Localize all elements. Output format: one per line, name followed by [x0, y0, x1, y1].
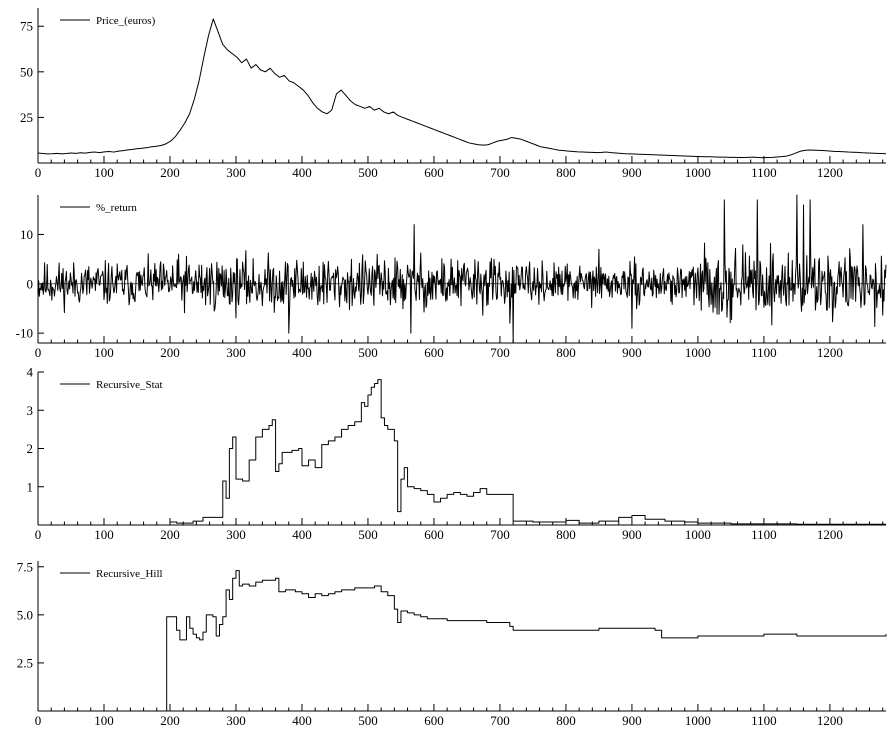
chart-panel-2: 0 100 200 300 400 500 600 700 800 900 1000 1100 1200… [16, 194, 887, 360]
series-line [38, 570, 887, 712]
x-tick-label: 1200 [817, 713, 843, 728]
x-tick-label: 800 [556, 345, 576, 360]
x-tick-label: 600 [424, 527, 444, 542]
x-tick-label: 700 [490, 527, 510, 542]
x-tick-label: 700 [490, 165, 510, 180]
x-tick-label: 400 [292, 713, 312, 728]
chart-panel-1: 0 100 200 300 400 500 600 700 800 900 1000 1100 1200… [20, 8, 887, 180]
x-tick-label: 900 [622, 713, 642, 728]
x-tick-label: 100 [94, 713, 114, 728]
x-tick-label: 900 [622, 165, 642, 180]
y-tick-label: 2 [27, 441, 34, 456]
chart-panel-3: 0 100 200 300 400 500 600 700 800 900 1000 1100 1200… [27, 365, 886, 542]
legend-label: %_return [96, 202, 137, 214]
x-tick-label: 0 [35, 713, 42, 728]
series-line [38, 379, 886, 526]
x-tick-label: 200 [160, 713, 180, 728]
y-tick-label: 25 [20, 110, 33, 125]
series-line [37, 18, 887, 159]
y-tick-label: 10 [20, 227, 33, 242]
y-tick-label: 2.5 [17, 655, 33, 670]
y-tick-label: 1 [27, 479, 34, 494]
x-tick-label: 0 [35, 165, 42, 180]
y-tick-label: 4 [27, 365, 34, 380]
x-tick-label: 200 [160, 345, 180, 360]
y-tick-label: 50 [20, 64, 33, 79]
x-tick-label: 500 [358, 345, 378, 360]
y-tick-label: 7.5 [17, 559, 33, 574]
x-tick-label: 1000 [685, 713, 711, 728]
x-tick-label: 100 [94, 527, 114, 542]
x-tick-label: 1100 [751, 713, 777, 728]
x-tick-label: 200 [160, 165, 180, 180]
x-tick-label: 600 [424, 345, 444, 360]
y-tick-label: 3 [27, 403, 34, 418]
x-tick-label: 600 [424, 165, 444, 180]
y-tick-label: 75 [20, 19, 33, 34]
x-tick-label: 700 [490, 345, 510, 360]
x-tick-label: 1000 [685, 527, 711, 542]
x-tick-label: 700 [490, 713, 510, 728]
x-tick-label: 400 [292, 165, 312, 180]
x-tick-label: 300 [226, 527, 246, 542]
series-line [37, 194, 887, 344]
x-tick-label: 1000 [685, 165, 711, 180]
x-tick-label: 100 [94, 345, 114, 360]
x-tick-label: 1000 [685, 345, 711, 360]
x-tick-label: 800 [556, 165, 576, 180]
y-tick-label: 5.0 [17, 607, 33, 622]
x-tick-label: 0 [35, 345, 42, 360]
legend-label: Recursive_Stat [96, 379, 163, 391]
x-tick-label: 200 [160, 527, 180, 542]
chart-panel-4: 0 100 200 300 400 500 600 700 800 900 1000 1100 1200… [17, 559, 887, 728]
x-tick-label: 1200 [817, 345, 843, 360]
x-tick-label: 500 [358, 713, 378, 728]
x-tick-label: 100 [94, 165, 114, 180]
x-tick-label: 1100 [751, 165, 777, 180]
x-tick-label: 400 [292, 527, 312, 542]
x-tick-label: 0 [35, 527, 42, 542]
x-tick-label: 600 [424, 713, 444, 728]
x-tick-label: 1100 [751, 345, 777, 360]
x-tick-label: 1200 [817, 527, 843, 542]
x-tick-label: 900 [622, 527, 642, 542]
y-tick-label: -10 [16, 326, 33, 341]
x-tick-label: 800 [556, 713, 576, 728]
x-tick-label: 500 [358, 165, 378, 180]
x-tick-label: 400 [292, 345, 312, 360]
x-tick-label: 900 [622, 345, 642, 360]
x-tick-label: 300 [226, 165, 246, 180]
x-tick-label: 300 [226, 713, 246, 728]
legend-label: Recursive_Hill [96, 568, 163, 580]
x-tick-label: 300 [226, 345, 246, 360]
y-tick-label: 0 [27, 276, 34, 291]
x-tick-label: 1100 [751, 527, 777, 542]
legend-label: Price_(euros) [96, 15, 156, 27]
x-tick-label: 800 [556, 527, 576, 542]
x-tick-label: 500 [358, 527, 378, 542]
x-tick-label: 1200 [817, 165, 843, 180]
